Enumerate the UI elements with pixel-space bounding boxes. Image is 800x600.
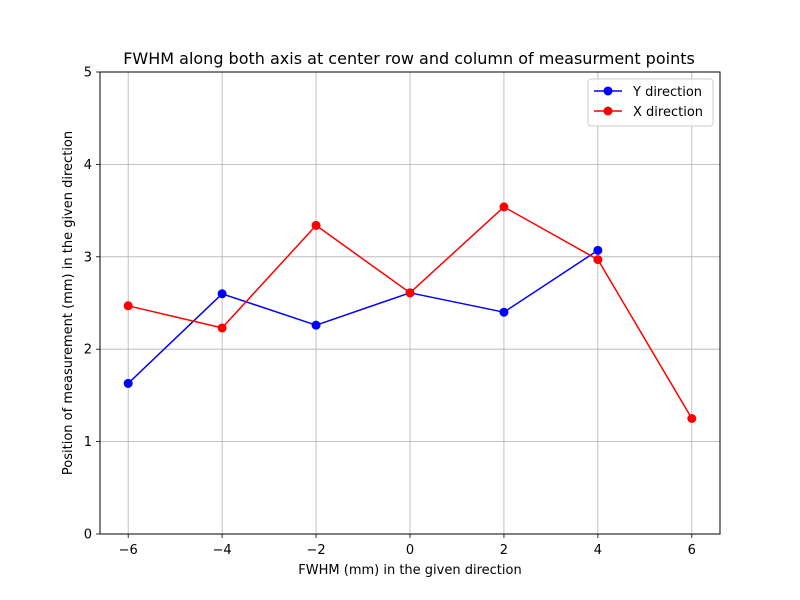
data-point-y-direction	[499, 307, 509, 317]
data-point-x-direction	[217, 323, 227, 333]
y-axis-label: Position of measurement (mm) in the give…	[61, 131, 76, 475]
data-point-x-direction	[123, 301, 133, 311]
data-point-x-direction	[311, 220, 321, 230]
x-axis-ticks: −6 −4 −2 0 2 4 6	[119, 534, 696, 558]
legend-label-x-direction: X direction	[633, 105, 703, 120]
series-line-y-direction	[127, 249, 599, 384]
data-point-x-direction	[687, 414, 697, 423]
y-tick-label: 5	[84, 66, 92, 81]
data-point-x-direction	[593, 255, 603, 265]
legend-label-y-direction: Y direction	[632, 85, 702, 100]
data-point-y-direction	[311, 320, 321, 330]
x-tick-label: −2	[306, 543, 325, 558]
legend-marker-y-direction	[603, 86, 613, 96]
y-tick-label: 4	[84, 158, 92, 173]
chart-title: FWHM along both axis at center row and c…	[123, 49, 695, 68]
y-tick-label: 2	[84, 343, 92, 358]
x-tick-label: 6	[688, 543, 696, 558]
data-point-y-direction	[217, 289, 227, 299]
y-tick-label: 3	[84, 250, 92, 265]
legend-marker-x-direction	[603, 106, 613, 116]
y-tick-label: 0	[84, 528, 92, 543]
y-tick-label: 1	[84, 435, 92, 450]
x-tick-label: −4	[213, 543, 232, 558]
x-tick-label: 2	[500, 543, 508, 558]
y-axis-ticks: 0 1 2 3 4 5	[84, 66, 100, 543]
x-tick-label: 4	[594, 543, 602, 558]
data-point-y-direction	[593, 245, 603, 255]
data-point-x-direction	[405, 288, 415, 298]
x-tick-label: −6	[119, 543, 138, 558]
x-tick-label: 0	[406, 543, 414, 558]
legend: Y direction X direction	[587, 78, 714, 127]
x-axis-label: FWHM (mm) in the given direction	[298, 563, 521, 578]
data-point-y-direction	[123, 378, 133, 388]
series-layer	[123, 202, 697, 423]
data-point-x-direction	[499, 202, 509, 212]
